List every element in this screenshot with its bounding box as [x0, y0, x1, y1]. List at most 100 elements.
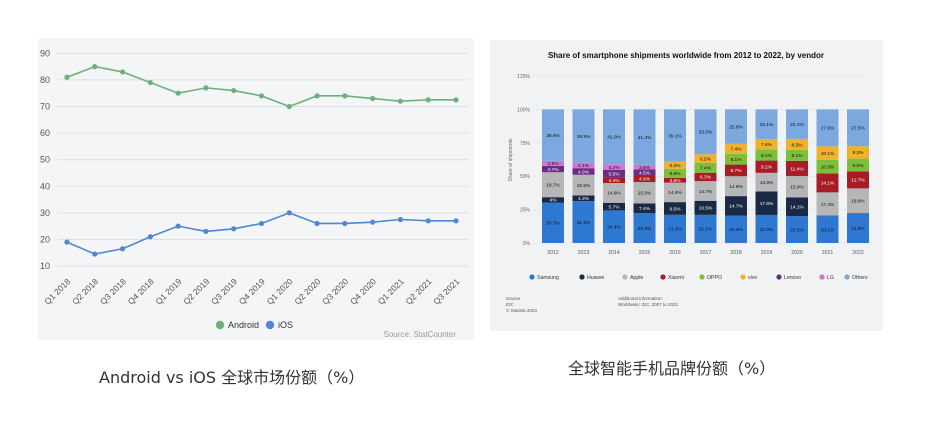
x-tick-label: 2018: [730, 250, 742, 256]
x-tick-label: 2021: [822, 250, 834, 256]
data-label: 20.1%: [790, 227, 804, 233]
bar-segment-samsung: [603, 210, 625, 243]
data-label: 15.9%: [638, 190, 652, 196]
data-label: 5.7%: [609, 204, 621, 210]
y-tick-label: 30: [40, 208, 50, 218]
data-label: 3.6%: [639, 165, 651, 171]
data-point-android: [425, 97, 431, 103]
legend-label-lg: LG: [827, 275, 834, 281]
bar-segment-huawei: [786, 197, 808, 217]
legend-label-vivo: vivo: [748, 275, 757, 281]
data-label: 3.8%: [548, 161, 560, 167]
data-point-ios: [314, 220, 320, 227]
bar-segment-samsung: [572, 201, 595, 243]
data-label: 22.3%: [638, 226, 652, 232]
x-tick-label: Q4 2019: [237, 276, 267, 306]
data-label: 31.3%: [577, 220, 591, 226]
data-point-android: [258, 93, 265, 99]
data-label: 38.5%: [546, 133, 560, 139]
bar-segment-lg: [633, 164, 656, 170]
y-tick-label: 70: [40, 101, 50, 111]
bar-segment-xiaomi: [816, 173, 839, 193]
vendor-share-chart-panel: Share of smartphone shipments worldwide …: [490, 40, 883, 331]
x-tick-label: Q1 2018: [42, 276, 72, 306]
x-tick-label: Q2 2018: [70, 276, 100, 306]
bar-segment-xiaomi: [603, 177, 625, 184]
bar-segment-vivo: [786, 138, 808, 151]
legend-label-lenovo: Lenovo: [784, 275, 801, 281]
data-point-ios: [453, 218, 459, 224]
data-label: 14.1%: [821, 181, 835, 187]
data-label: 14.6%: [668, 190, 682, 196]
legend-label-apple: Apple: [630, 275, 643, 281]
x-tick-label: Q3 2018: [98, 276, 128, 306]
bar-segment-xiaomi: [725, 164, 747, 177]
left-chart-caption: Android vs iOS 全球市场份额（%）: [99, 368, 365, 387]
data-label: 7.4%: [731, 147, 743, 153]
bar-segment-samsung: [542, 202, 564, 243]
bar-segment-apple: [664, 182, 686, 203]
data-point-android: [231, 87, 237, 94]
bar-segment-apple: [725, 176, 747, 197]
data-label: 4.5%: [639, 170, 651, 176]
legend-marker-oppo: [699, 274, 705, 280]
data-point-android: [175, 90, 181, 96]
legend-marker-samsung: [529, 274, 535, 280]
right-chart-caption: 全球智能手机品牌份额（%）: [568, 359, 776, 378]
y-tick-label: 125%: [517, 74, 530, 80]
data-point-android: [397, 98, 404, 104]
bar-segment-huawei: [572, 195, 595, 202]
x-tick-label: Q4 2020: [348, 276, 378, 306]
data-point-ios: [203, 228, 209, 235]
bar-segment-apple: [694, 181, 717, 201]
data-label: 14.1%: [790, 205, 804, 211]
source-note: Source: StatCounter: [384, 330, 457, 339]
data-label: 14.7%: [729, 204, 743, 210]
data-point-ios: [231, 226, 237, 232]
data-label: 15.9%: [790, 184, 804, 190]
bar-segment-xiaomi: [664, 177, 686, 183]
data-label: 39.1%: [668, 133, 682, 139]
legend-label-others: Others: [852, 275, 868, 281]
data-label: 4.3%: [578, 196, 590, 202]
data-label: 4.1%: [578, 163, 590, 169]
source-note: Source: [506, 296, 521, 301]
data-point-ios: [258, 220, 265, 227]
bar-segment-others: [542, 109, 564, 161]
data-point-ios: [147, 234, 153, 240]
data-label: 41.4%: [638, 135, 652, 141]
bar-segment-vivo: [847, 146, 869, 159]
x-tick-label: 2016: [669, 250, 681, 256]
bar-segment-huawei: [603, 202, 625, 211]
legend-label-ios: iOS: [278, 320, 293, 330]
additional-info-note: Worldwide; IDC; 2007 to 2022: [618, 302, 678, 307]
data-label: 18.8%: [851, 199, 865, 205]
data-label: 21.0%: [760, 227, 774, 233]
bar-segment-samsung: [786, 216, 808, 243]
bar-segment-lg: [572, 162, 595, 169]
x-tick-label: Q4 2018: [126, 276, 156, 306]
y-tick-label: 90: [40, 48, 50, 58]
android-ios-chart-panel: 10 20 30 40 50 60 70 80 90 Q1 2018 Q2 2018 Q3 2018 Q…: [38, 38, 474, 340]
legend-marker-apple: [622, 274, 628, 280]
bar-segment-vivo: [816, 146, 839, 160]
data-label: 9.5%: [670, 206, 682, 212]
x-tick-label: 2017: [700, 250, 712, 256]
data-label: 6.8%: [670, 171, 682, 177]
bar-segment-others: [725, 109, 747, 144]
data-label: 21.8%: [851, 226, 865, 232]
data-point-android: [286, 103, 292, 110]
chart-title: Share of smartphone shipments worldwide …: [548, 51, 824, 60]
legend-marker-xiaomi: [660, 274, 666, 280]
bar-segment-vivo: [755, 138, 778, 150]
legend-marker-others: [844, 274, 850, 280]
bar-segment-lenovo: [542, 165, 564, 173]
bar-segment-samsung: [816, 216, 839, 243]
y-tick-label: 0%: [523, 241, 531, 247]
data-point-android: [370, 95, 376, 102]
data-label: 6.3%: [700, 175, 712, 181]
bar-segment-lenovo: [603, 169, 625, 178]
data-label: 4%: [550, 198, 558, 204]
data-label: 4.2%: [609, 165, 621, 171]
data-label: 27.5%: [851, 126, 865, 132]
